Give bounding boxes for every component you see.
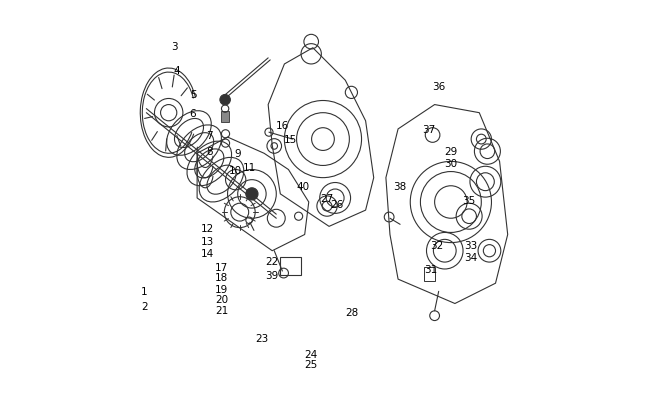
- Text: 7: 7: [206, 131, 213, 141]
- Text: 20: 20: [215, 295, 228, 305]
- Text: 15: 15: [284, 135, 297, 145]
- Text: 4: 4: [174, 66, 180, 76]
- Text: 24: 24: [304, 350, 317, 359]
- Text: 6: 6: [190, 109, 196, 118]
- Text: 2: 2: [141, 301, 148, 311]
- Text: 9: 9: [235, 149, 241, 159]
- Text: 39: 39: [266, 271, 279, 280]
- Text: 25: 25: [304, 360, 317, 369]
- Text: 23: 23: [255, 333, 268, 343]
- Text: 3: 3: [172, 42, 178, 51]
- Text: 18: 18: [215, 273, 228, 282]
- Bar: [424, 267, 435, 281]
- Text: 35: 35: [463, 196, 476, 205]
- Text: 28: 28: [344, 307, 358, 317]
- Text: 12: 12: [201, 224, 214, 234]
- Bar: [222, 112, 229, 122]
- Text: 37: 37: [422, 125, 435, 134]
- Text: 1: 1: [141, 287, 148, 296]
- Text: 5: 5: [190, 90, 196, 100]
- Text: 17: 17: [215, 262, 228, 272]
- Text: 30: 30: [445, 159, 458, 169]
- Text: 26: 26: [331, 200, 344, 209]
- Text: 31: 31: [424, 264, 437, 274]
- Circle shape: [246, 188, 258, 200]
- Text: 11: 11: [243, 163, 257, 173]
- Text: 10: 10: [229, 165, 242, 175]
- Circle shape: [220, 95, 230, 106]
- Text: 40: 40: [296, 181, 309, 191]
- Text: 8: 8: [206, 147, 213, 157]
- Text: 16: 16: [276, 121, 289, 130]
- Text: 22: 22: [266, 256, 279, 266]
- Text: 38: 38: [393, 181, 407, 191]
- Text: 32: 32: [430, 240, 443, 250]
- Text: 29: 29: [444, 147, 458, 157]
- Text: 14: 14: [201, 248, 214, 258]
- Text: 21: 21: [215, 305, 228, 315]
- Text: 33: 33: [465, 240, 478, 250]
- Text: 13: 13: [201, 236, 214, 246]
- Text: 27: 27: [320, 194, 333, 203]
- Text: 34: 34: [465, 252, 478, 262]
- Text: 19: 19: [215, 285, 228, 294]
- Bar: [280, 257, 301, 275]
- Text: 36: 36: [432, 82, 445, 92]
